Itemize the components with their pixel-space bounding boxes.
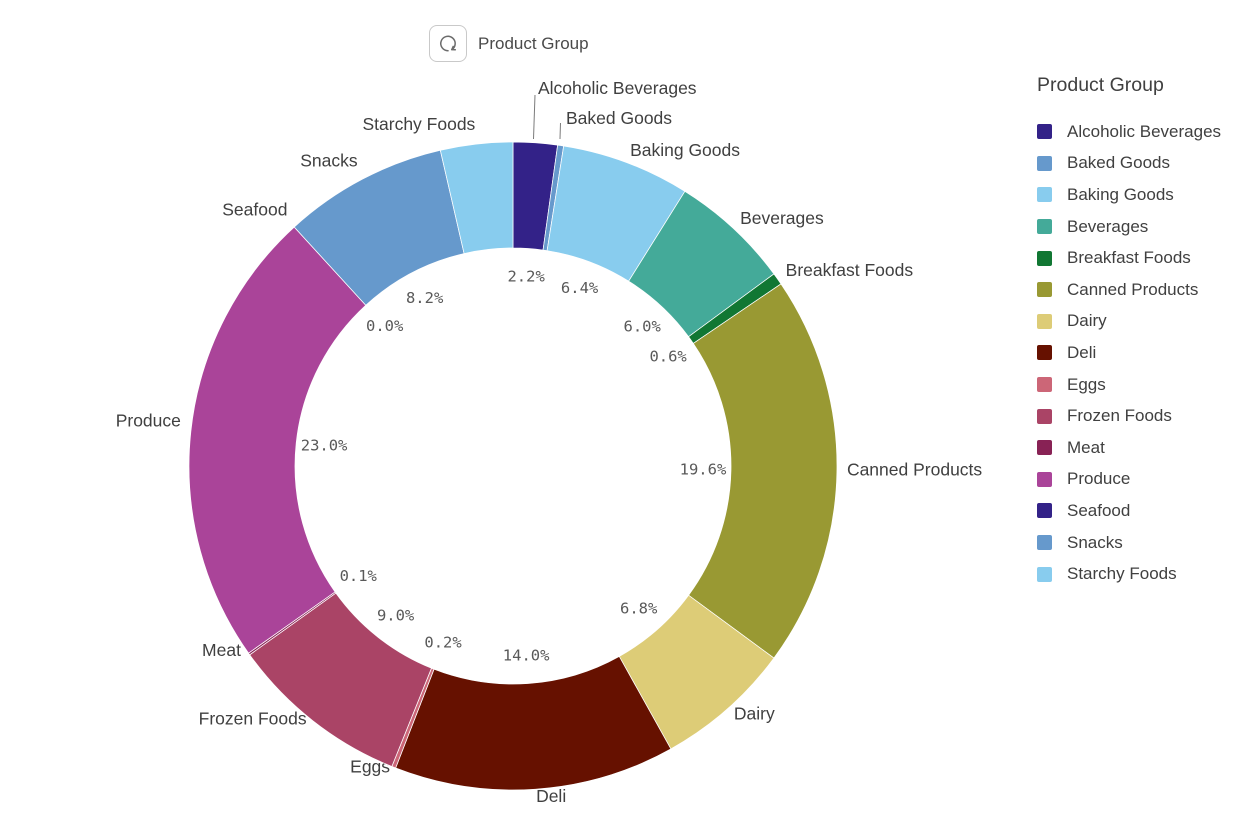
cycle-dimension-button[interactable] — [429, 25, 467, 62]
legend-swatch — [1037, 503, 1052, 519]
legend-item-label: Beverages — [1067, 216, 1149, 236]
legend: Product Group Alcoholic Beverages Baked G… — [1037, 74, 1255, 590]
slice-percent-label: 6.8% — [620, 600, 658, 618]
legend-item-starchy-foods[interactable]: Starchy Foods — [1037, 558, 1255, 590]
slice-percent-label: 0.2% — [424, 634, 462, 652]
legend-item-label: Starchy Foods — [1067, 564, 1177, 584]
legend-item-label: Snacks — [1067, 532, 1123, 552]
legend-item-label: Breakfast Foods — [1067, 248, 1191, 268]
donut-slice-starchy-foods[interactable] — [439, 141, 514, 255]
slice-percent-label: 8.2% — [406, 289, 444, 307]
legend-swatch — [1037, 440, 1052, 456]
legend-item-dairy[interactable]: Dairy — [1037, 306, 1255, 338]
legend-item-snacks[interactable]: Snacks — [1037, 527, 1255, 559]
legend-title: Product Group — [1037, 74, 1164, 96]
slice-percent-label: 6.0% — [624, 318, 662, 336]
slice-percent-label: 14.0% — [503, 647, 550, 665]
legend-item-label: Produce — [1067, 469, 1131, 489]
slice-percent-label: 0.0% — [366, 317, 404, 335]
legend-item-baked-goods[interactable]: Baked Goods — [1037, 148, 1255, 180]
legend-item-beverages[interactable]: Beverages — [1037, 211, 1255, 243]
cycle-dimension-label: Product Group — [478, 33, 589, 53]
slice-name-label: Canned Products — [847, 459, 982, 479]
label-leader-line — [533, 94, 536, 140]
dimension-cycle-control: Product Group — [429, 25, 589, 62]
legend-item-produce[interactable]: Produce — [1037, 464, 1255, 496]
slice-name-label: Baking Goods — [630, 140, 740, 160]
legend-item-canned-products[interactable]: Canned Products — [1037, 274, 1255, 306]
legend-item-label: Frozen Foods — [1067, 406, 1172, 426]
slice-percent-label: 2.2% — [507, 267, 545, 285]
legend-item-label: Seafood — [1067, 500, 1131, 520]
slice-name-label: Alcoholic Beverages — [538, 78, 697, 98]
legend-item-meat[interactable]: Meat — [1037, 432, 1255, 464]
legend-swatch — [1037, 187, 1052, 203]
slice-name-label: Deli — [536, 786, 566, 806]
slice-percent-label: 23.0% — [301, 437, 348, 455]
legend-swatch — [1037, 535, 1052, 551]
legend-item-eggs[interactable]: Eggs — [1037, 369, 1255, 401]
legend-swatch — [1037, 313, 1052, 329]
slice-name-label: Produce — [116, 410, 181, 430]
legend-swatch — [1037, 471, 1052, 487]
slice-name-label: Frozen Foods — [199, 709, 307, 729]
legend-swatch — [1037, 155, 1052, 171]
legend-item-breakfast-foods[interactable]: Breakfast Foods — [1037, 242, 1255, 274]
legend-swatch — [1037, 219, 1052, 235]
legend-item-frozen-foods[interactable]: Frozen Foods — [1037, 400, 1255, 432]
legend-item-label: Meat — [1067, 437, 1105, 457]
slice-percent-label: 6.4% — [561, 279, 599, 297]
slice-name-label: Beverages — [740, 208, 824, 228]
slice-percent-label: 19.6% — [680, 461, 727, 479]
legend-swatch — [1037, 124, 1052, 140]
legend-item-baking-goods[interactable]: Baking Goods — [1037, 179, 1255, 211]
legend-item-deli[interactable]: Deli — [1037, 337, 1255, 369]
legend-item-label: Baking Goods — [1067, 184, 1174, 204]
legend-swatch — [1037, 408, 1052, 424]
slice-name-label: Meat — [202, 640, 241, 660]
donut-slice-produce[interactable] — [188, 226, 367, 654]
legend-swatch — [1037, 250, 1052, 266]
legend-item-alcoholic-beverages[interactable]: Alcoholic Beverages — [1037, 116, 1255, 148]
slice-name-label: Snacks — [300, 150, 358, 170]
legend-swatch — [1037, 377, 1052, 393]
legend-swatch — [1037, 566, 1052, 582]
slice-name-label: Baked Goods — [566, 108, 672, 128]
legend-item-label: Deli — [1067, 342, 1097, 362]
slice-percent-label: 0.1% — [340, 567, 378, 585]
legend-swatch — [1037, 282, 1052, 298]
legend-item-label: Dairy — [1067, 311, 1107, 331]
donut-slice-deli[interactable] — [395, 655, 672, 791]
slice-name-label: Starchy Foods — [362, 114, 475, 134]
legend-swatch — [1037, 345, 1052, 361]
label-leader-line — [559, 122, 561, 140]
legend-items: Alcoholic Beverages Baked Goods Baking Goo… — [1037, 116, 1255, 590]
legend-item-label: Canned Products — [1067, 279, 1199, 299]
legend-item-label: Baked Goods — [1067, 153, 1171, 173]
donut-slice-canned-products[interactable] — [688, 283, 838, 659]
legend-item-label: Eggs — [1067, 374, 1106, 394]
slice-percent-label: 0.6% — [649, 347, 687, 365]
cycle-icon — [440, 35, 457, 51]
legend-item-seafood[interactable]: Seafood — [1037, 495, 1255, 527]
slice-name-label: Breakfast Foods — [786, 260, 914, 280]
legend-item-label: Alcoholic Beverages — [1067, 121, 1222, 141]
slice-name-label: Seafood — [222, 200, 287, 220]
slice-percent-label: 9.0% — [377, 606, 415, 624]
slice-name-label: Dairy — [734, 704, 775, 724]
